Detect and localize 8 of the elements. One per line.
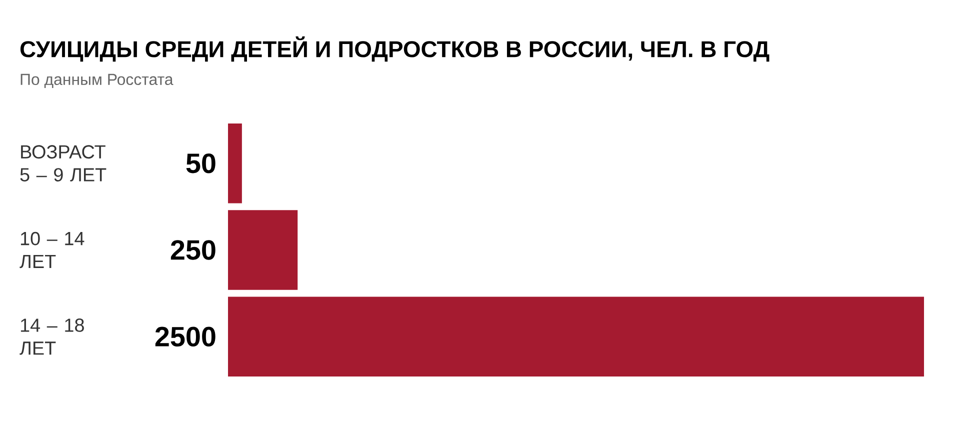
- y-tick-label: ВОЗРАСТ 5 – 9 ЛЕТ: [20, 145, 106, 182]
- data-label: 2500: [155, 326, 216, 347]
- data-label: 50: [186, 153, 216, 174]
- text: По данным Росстата: [20, 74, 174, 88]
- data-label: 250: [170, 240, 216, 260]
- chart-title: СУИЦИДЫ СРЕДИ ДЕТЕЙ И ПОДРОСТКОВ В РОССИИ, ЧЕЛ. В ГОД: [20, 36, 770, 62]
- y-tick-label: 10 – 14 ЛЕТ: [20, 232, 84, 268]
- y-tick-label: 14 – 18 ЛЕТ: [20, 318, 84, 355]
